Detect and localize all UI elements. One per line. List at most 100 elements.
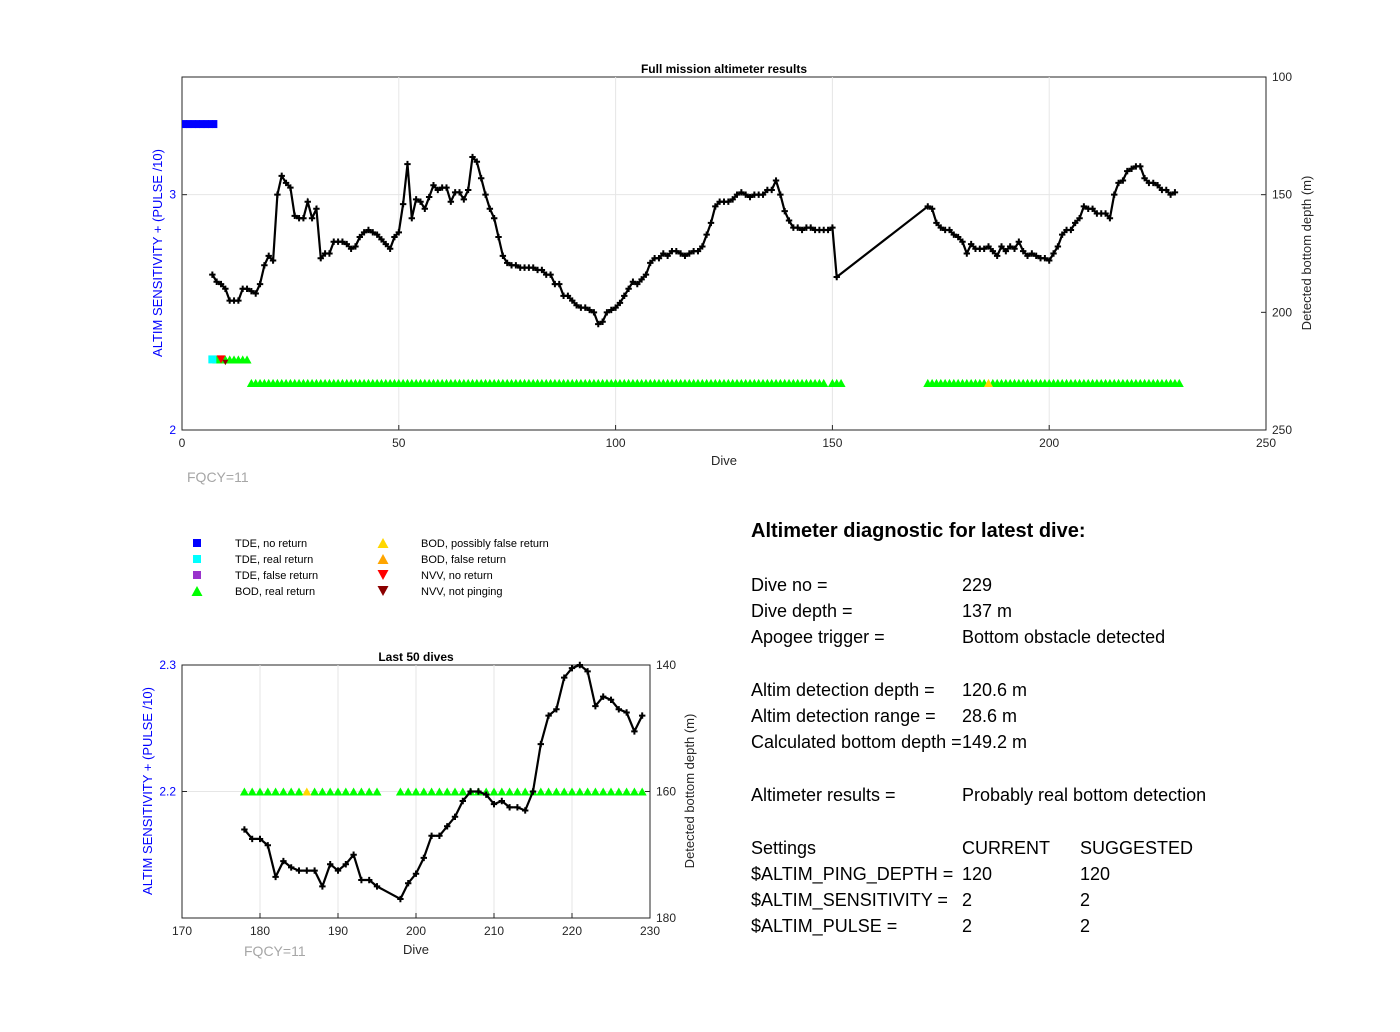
bottom-depth-point: [252, 290, 259, 297]
bod-real-return-marker: [629, 787, 639, 796]
tde-no-return-marker: [199, 120, 205, 129]
last-50-dives-plot: 170 180 190 200 210 220 230 2.2 2.3 140 160 180 L…: [140, 650, 697, 959]
main-plot-title: Full mission altimeter results: [641, 62, 807, 76]
bottom-depth-point: [209, 271, 216, 278]
bod-real-return-marker: [239, 787, 249, 796]
results-label: Altimeter results =: [751, 785, 896, 805]
bottom-depth-point: [473, 158, 481, 165]
bottom-depth-point: [288, 864, 295, 871]
legend-label: TDE, false return: [235, 570, 318, 582]
bottom-depth-point: [303, 867, 310, 874]
bod-real-return-marker: [333, 787, 343, 796]
small-bottom-depth-series: [241, 661, 646, 903]
bottom-depth-point: [608, 306, 615, 314]
legend-label: BOD, possibly false return: [421, 538, 549, 550]
bottom-depth-point: [373, 883, 381, 890]
bottom-depth-point: [256, 835, 264, 843]
bottom-depth-point: [946, 226, 953, 234]
bottom-depth-point: [412, 870, 420, 877]
bottom-depth-point: [522, 807, 529, 814]
bod-real-return-marker: [294, 787, 304, 796]
legend-label: NVV, not pinging: [421, 586, 503, 598]
bottom-depth-point: [824, 226, 832, 234]
nvv-not-pinging-marker: [222, 359, 229, 366]
bottom-depth-point: [529, 788, 537, 795]
bottom-depth-point: [639, 712, 646, 719]
bod-real-return-marker: [575, 787, 585, 796]
bod-possibly-false-marker: [983, 378, 993, 387]
tde-no-return-marker: [190, 120, 196, 129]
bod-real-return-marker: [836, 378, 846, 387]
bod-real-return-marker: [341, 787, 351, 796]
bottom-depth-point: [395, 229, 402, 236]
legend-label: BOD, real return: [235, 586, 315, 598]
y-tick-label: 2: [169, 423, 176, 437]
bottom-depth-point: [405, 880, 412, 887]
bottom-depth-point: [464, 186, 472, 194]
small-plot-title: Last 50 dives: [378, 650, 454, 664]
bottom-depth-point: [1111, 191, 1118, 198]
bottom-depth-point: [742, 191, 749, 198]
x-tick-label: 210: [484, 924, 504, 938]
setting-suggested: 2: [1080, 916, 1091, 936]
bottom-depth-point: [350, 851, 357, 858]
bottom-depth-point: [1050, 250, 1057, 257]
bottom-depth-point: [985, 243, 992, 250]
bottom-depth-point: [495, 233, 502, 241]
bottom-depth-point: [712, 203, 719, 210]
main-markers: [182, 120, 1184, 387]
bottom-depth-point: [576, 661, 583, 669]
bottom-depth-point: [1011, 245, 1018, 252]
bottom-depth-point: [412, 196, 420, 203]
bottom-depth-point: [1067, 226, 1075, 234]
bottom-depth-point: [477, 174, 485, 182]
bottom-depth-point: [352, 243, 359, 250]
bottom-depth-point: [561, 674, 568, 681]
bod-real-return-marker: [505, 787, 515, 796]
bod-real-return-marker: [411, 787, 421, 796]
bod-possibly-false-marker: [302, 787, 312, 796]
bottom-depth-point: [313, 205, 320, 212]
bottom-depth-point: [486, 205, 494, 212]
settings-header: Settings: [751, 838, 817, 858]
bottom-depth-point: [334, 867, 342, 874]
x-tick-label: 230: [640, 924, 660, 938]
dive-depth-label: Dive depth =: [751, 601, 853, 621]
bottom-depth-point: [1171, 189, 1179, 196]
bottom-depth-point: [785, 217, 793, 224]
bottom-depth-point: [287, 184, 294, 191]
bottom-depth-point: [319, 883, 326, 890]
bottom-depth-point: [686, 250, 693, 257]
bottom-depth-point: [1102, 210, 1109, 217]
bod-real-return-marker: [590, 787, 600, 796]
y2-tick-label: 140: [656, 658, 676, 672]
bottom-depth-point: [1106, 215, 1114, 222]
results-value: Probably real bottom detection: [962, 785, 1207, 805]
y-tick-label: 2.2: [159, 785, 176, 799]
bottom-depth-point: [694, 247, 702, 255]
bottom-depth-point: [1046, 257, 1053, 264]
bottom-depth-point: [428, 832, 435, 839]
bottom-depth-point: [600, 693, 607, 700]
x-tick-label: 50: [392, 436, 406, 450]
bottom-depth-point: [369, 229, 376, 236]
bod-real-return-marker: [512, 787, 522, 796]
setting-suggested: 120: [1080, 864, 1111, 884]
bod-real-return-marker: [263, 787, 273, 796]
bottom-depth-point: [404, 160, 411, 168]
bottom-depth-line: [243, 663, 644, 901]
bottom-depth-point: [729, 196, 736, 203]
main-y-label: ALTIM SENSITIVITY + (PULSE /10): [150, 149, 165, 357]
nvv-no-return-marker: [216, 355, 226, 364]
bottom-depth-point: [434, 186, 442, 194]
bottom-depth-point: [295, 867, 303, 874]
bod-real-return-marker: [458, 787, 468, 796]
bottom-depth-point: [447, 198, 455, 205]
bottom-depth-point: [759, 191, 767, 198]
dive-depth-value: 137 m: [962, 601, 1013, 621]
bottom-depth-point: [707, 219, 715, 227]
bottom-depth-point: [746, 193, 754, 201]
bottom-depth-point: [504, 259, 511, 267]
bottom-depth-point: [586, 306, 593, 314]
